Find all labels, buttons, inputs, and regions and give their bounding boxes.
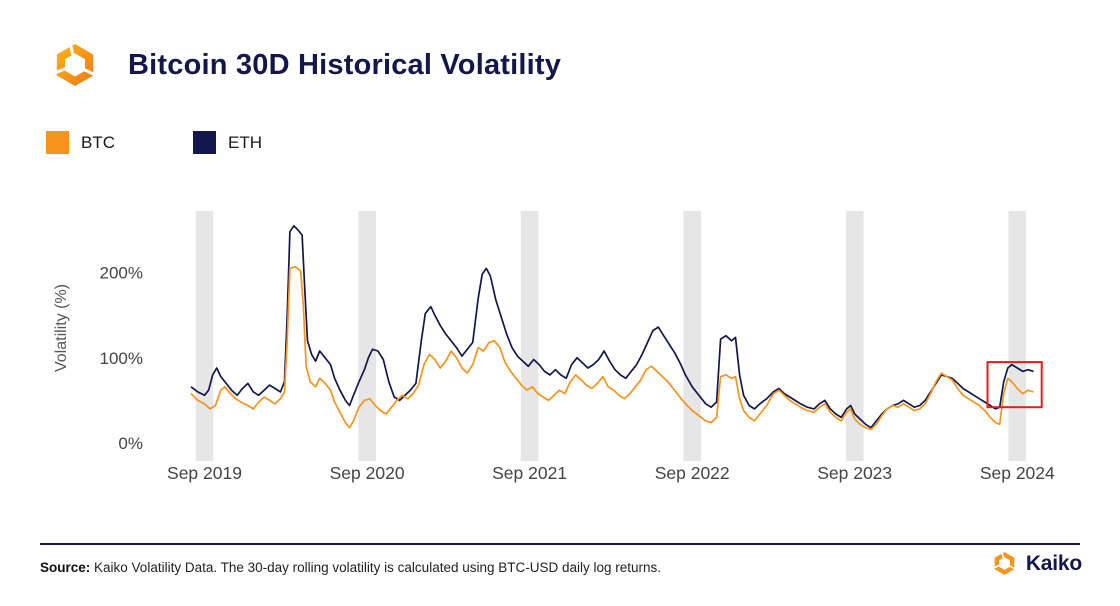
september-band — [1008, 211, 1027, 461]
eth-legend-label: ETH — [228, 132, 262, 152]
september-band — [683, 211, 701, 461]
september-band — [520, 211, 539, 461]
eth-line — [190, 224, 1034, 429]
y-tick-label: 200% — [100, 264, 143, 283]
x-tick-label: Sep 2023 — [817, 463, 892, 483]
x-tick-label: Sep 2021 — [492, 463, 567, 483]
september-band — [358, 211, 376, 461]
btc-line — [190, 265, 1034, 431]
september-band — [195, 211, 214, 461]
legend: BTC ETH — [46, 131, 262, 154]
highlight-box — [986, 361, 1043, 409]
chart-canvas: 0% 100% 200% Volatility (%) Sep 2019 Sep 2020… — [53, 211, 1055, 483]
eth-swatch — [193, 131, 216, 154]
footer-divider — [40, 543, 1080, 545]
kaiko-wordmark: Kaiko — [1025, 551, 1082, 575]
legend-item-btc: BTC — [46, 131, 115, 154]
y-tick-label: 100% — [100, 349, 143, 368]
legend-item-eth: ETH — [193, 131, 262, 154]
source-label: Source: — [40, 560, 91, 575]
source-note: Source: Kaiko Volatility Data. The 30-da… — [40, 560, 661, 575]
source-text: Kaiko Volatility Data. The 30-day rollin… — [94, 560, 662, 575]
x-tick-label: Sep 2020 — [330, 463, 405, 483]
kaiko-brand: Kaiko — [992, 551, 1082, 576]
x-tick-label: Sep 2019 — [167, 463, 242, 483]
x-tick-label: Sep 2022 — [655, 463, 730, 483]
btc-legend-label: BTC — [81, 132, 115, 152]
y-axis-label: Volatility (%) — [53, 284, 70, 372]
header: Bitcoin 30D Historical Volatility — [52, 42, 561, 88]
chart-title: Bitcoin 30D Historical Volatility — [128, 48, 562, 81]
kaiko-logo-icon — [52, 42, 97, 86]
kaiko-logo-icon — [992, 551, 1017, 575]
volatility-chart: 0% 100% 200% Volatility (%) Sep 2019 Sep 2020… — [40, 198, 1080, 503]
y-tick-label: 0% — [118, 434, 143, 453]
btc-swatch — [46, 131, 69, 154]
x-tick-label: Sep 2024 — [980, 463, 1055, 483]
september-band — [845, 211, 864, 461]
